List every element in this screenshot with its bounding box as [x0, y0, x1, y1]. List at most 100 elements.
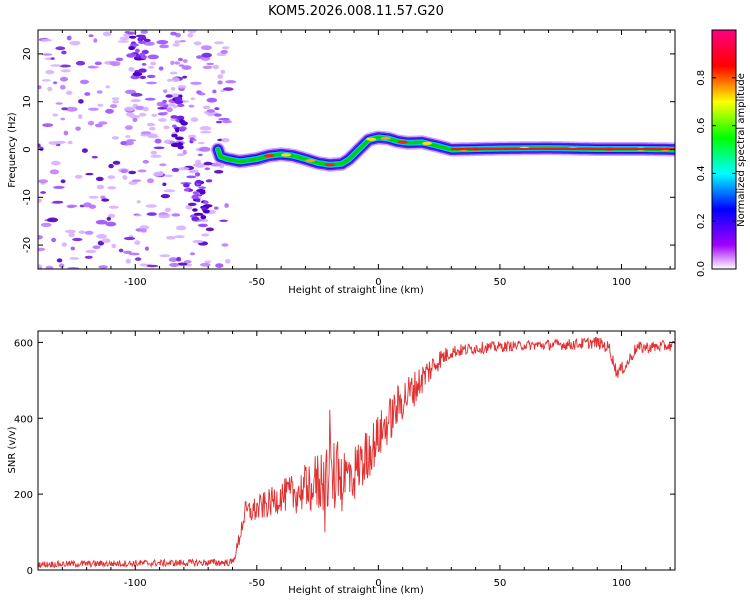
- spectrogram-noise-blob: [61, 50, 67, 55]
- spectrogram-cluster-blob: [165, 94, 173, 98]
- spectrogram-noise-blob: [174, 61, 180, 65]
- spectrogram-noise-blob: [179, 40, 186, 43]
- spectrogram-hotspot: [264, 154, 274, 158]
- spectrogram-cluster-blob: [191, 216, 200, 221]
- spectrogram-cluster-blob: [146, 74, 156, 79]
- spectrogram-noise-blob: [55, 46, 66, 51]
- spectrogram-noise-blob: [98, 121, 108, 125]
- spectrogram-cluster-blob: [124, 31, 131, 34]
- spectrogram-noise-blob: [105, 85, 110, 89]
- spectrogram-noise-blob: [206, 62, 215, 66]
- spectrogram-noise-blob: [163, 89, 168, 93]
- spectrogram-cluster-blob: [157, 107, 168, 110]
- spectrogram-noise-blob: [122, 175, 128, 180]
- spectrogram-noise-blob: [41, 79, 51, 82]
- spectrogram-noise-blob: [159, 163, 167, 167]
- spectrogram-noise-blob: [153, 171, 164, 177]
- spectrogram-noise-blob: [108, 163, 114, 169]
- spectrogram-noise-blob: [212, 64, 219, 70]
- spectrogram-noise-blob: [144, 97, 156, 101]
- spectrogram-noise-blob: [146, 264, 159, 268]
- spectrogram-noise-blob: [38, 179, 48, 184]
- spectrogram-noise-blob: [151, 113, 158, 117]
- spectrogram-noise-blob: [125, 112, 135, 117]
- spectrogram-hotspot: [397, 140, 408, 144]
- x-tick-label: 0: [375, 277, 381, 288]
- spectrogram-noise-blob: [123, 33, 131, 38]
- spectrogram-noise-blob: [123, 250, 132, 254]
- spectrogram-noise-blob: [78, 230, 86, 234]
- spectrogram-noise-blob: [134, 240, 141, 245]
- spectrogram-noise-blob: [158, 214, 170, 219]
- spectrogram-cluster-blob: [128, 35, 137, 39]
- spectrogram-cluster-blob: [135, 53, 140, 59]
- spectrogram-noise-blob: [42, 123, 54, 127]
- spectrogram-noise-blob: [170, 31, 177, 36]
- spectrogram-noise-blob: [150, 154, 162, 158]
- spectrogram-noise-blob: [111, 243, 117, 249]
- spectrogram-noise-blob: [219, 219, 229, 222]
- spectrogram-noise-blob: [164, 174, 174, 177]
- spectrogram-noise-blob: [154, 138, 162, 144]
- spectrogram-noise-blob: [171, 213, 181, 217]
- spectrogram-noise-blob: [212, 89, 217, 94]
- spectrogram-noise-blob: [125, 135, 131, 138]
- spectrogram-noise-blob: [94, 61, 102, 66]
- spectrogram-noise-blob: [142, 106, 149, 112]
- spectrogram-noise-blob: [72, 237, 83, 242]
- spectrogram-noise-blob: [117, 40, 130, 43]
- colorbar-tick-label: 0.0: [696, 261, 707, 277]
- spectrogram-noise-blob: [210, 162, 222, 167]
- spectrogram-cluster-blob: [196, 198, 201, 203]
- spectrogram-noise-blob: [85, 249, 97, 254]
- spectrogram-noise-blob: [139, 225, 150, 230]
- spectrogram-noise-blob: [95, 176, 104, 182]
- spectrogram-noise-blob: [182, 75, 188, 79]
- spectrogram-noise-blob: [136, 200, 141, 204]
- y-tick-label: 0: [27, 566, 33, 577]
- spectrogram-noise-blob: [66, 204, 76, 209]
- spectrogram-noise-blob: [164, 207, 171, 213]
- spectrogram-cluster-blob: [179, 119, 185, 124]
- spectrogram-noise-blob: [156, 101, 165, 107]
- spectrogram-noise-blob: [206, 109, 216, 113]
- spectrogram-noise-blob: [49, 169, 60, 175]
- spectrogram-noise-blob: [110, 61, 121, 67]
- spectrogram-noise-blob: [214, 206, 219, 210]
- colorbar-label: Normalized spectral amplitude: [736, 73, 747, 227]
- spectrogram-noise-blob: [170, 140, 175, 144]
- spectrogram-noise-blob: [107, 175, 116, 180]
- spectrogram-noise-blob: [96, 184, 105, 190]
- spectrogram-noise-blob: [128, 181, 138, 185]
- spectrogram-noise-blob: [169, 71, 178, 75]
- spectrogram-noise-blob: [68, 232, 75, 238]
- spectrogram-noise-blob: [130, 99, 141, 103]
- spectrogram-cluster-blob: [198, 186, 207, 189]
- spectrogram-noise-blob: [163, 125, 170, 130]
- spectrogram-noise-blob: [153, 146, 165, 150]
- spectrogram-noise-blob: [39, 146, 44, 151]
- spectrogram-noise-blob: [190, 81, 202, 85]
- spectrogram-hotspot: [305, 159, 316, 163]
- spectrogram-noise-blob: [47, 217, 59, 223]
- spectrogram-noise-blob: [69, 257, 80, 260]
- spectrogram-cluster-blob: [128, 46, 136, 51]
- spectrogram-noise-blob: [51, 237, 57, 243]
- spectrogram-noise-blob: [171, 77, 180, 83]
- spectrogram-noise-blob: [145, 204, 157, 208]
- spectrogram-cluster-blob: [141, 63, 147, 66]
- spectrogram-noise-blob: [58, 263, 65, 268]
- spectrogram-cluster-blob: [196, 189, 206, 193]
- spectrogram-noise-blob: [38, 143, 41, 148]
- spectrogram-noise-blob: [187, 33, 194, 38]
- spectrogram-noise-blob: [170, 60, 175, 65]
- spectrogram-noise-blob: [52, 200, 64, 204]
- spectrogram-noise-blob: [192, 163, 204, 167]
- spectrogram-noise-blob: [130, 92, 143, 97]
- spectrogram-noise-blob: [205, 227, 214, 232]
- x-tick-label: -100: [124, 578, 147, 589]
- spectrogram-noise-blob: [223, 87, 234, 91]
- spectrogram-noise-blob: [217, 80, 223, 85]
- spectrogram-noise-blob: [188, 134, 197, 139]
- spectrogram-noise-blob: [94, 123, 103, 128]
